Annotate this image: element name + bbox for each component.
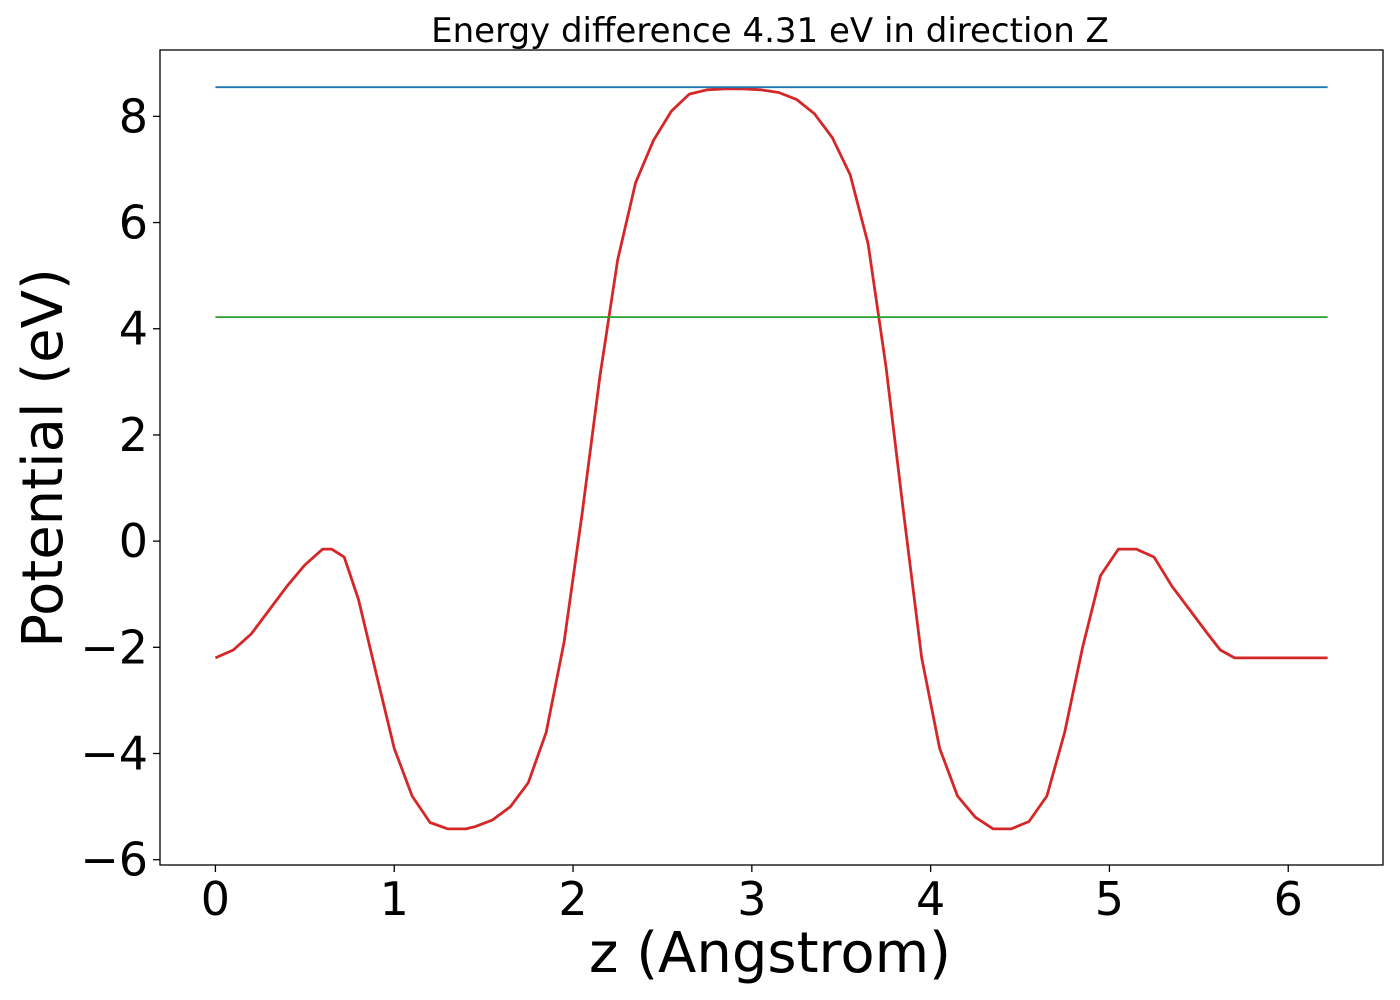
series-line-0 — [214, 87, 1328, 831]
y-tick-label: 6 — [119, 196, 148, 250]
x-tick-label: 5 — [1095, 872, 1124, 926]
y-tick-label: 2 — [119, 408, 148, 462]
y-axis-label: Potential (eV) — [11, 268, 76, 648]
x-tick-label: 6 — [1274, 872, 1303, 926]
chart-title: Energy difference 4.31 eV in direction Z — [431, 11, 1109, 51]
plot-frame — [159, 49, 1384, 866]
series-layer — [214, 86, 1328, 831]
y-tick-label: −4 — [80, 727, 148, 781]
x-tick-label: 3 — [737, 872, 766, 926]
y-tick-label: 4 — [119, 302, 148, 356]
x-tick-label: 2 — [558, 872, 587, 926]
y-tick-label: 8 — [119, 89, 148, 143]
plot-area — [159, 49, 1384, 866]
x-tick-label: 4 — [916, 872, 945, 926]
y-tick-label: −6 — [80, 833, 148, 887]
ticks-layer: 0 1 2 3 4 5 6 −6 −4 −2 0 2 4 6 8 — [80, 89, 1303, 926]
y-tick-label: −2 — [80, 620, 148, 674]
x-tick-label: 0 — [201, 872, 230, 926]
x-tick-label: 1 — [380, 872, 409, 926]
y-tick-label: 0 — [119, 514, 148, 568]
x-axis-label: z (Angstrom) — [589, 921, 951, 986]
